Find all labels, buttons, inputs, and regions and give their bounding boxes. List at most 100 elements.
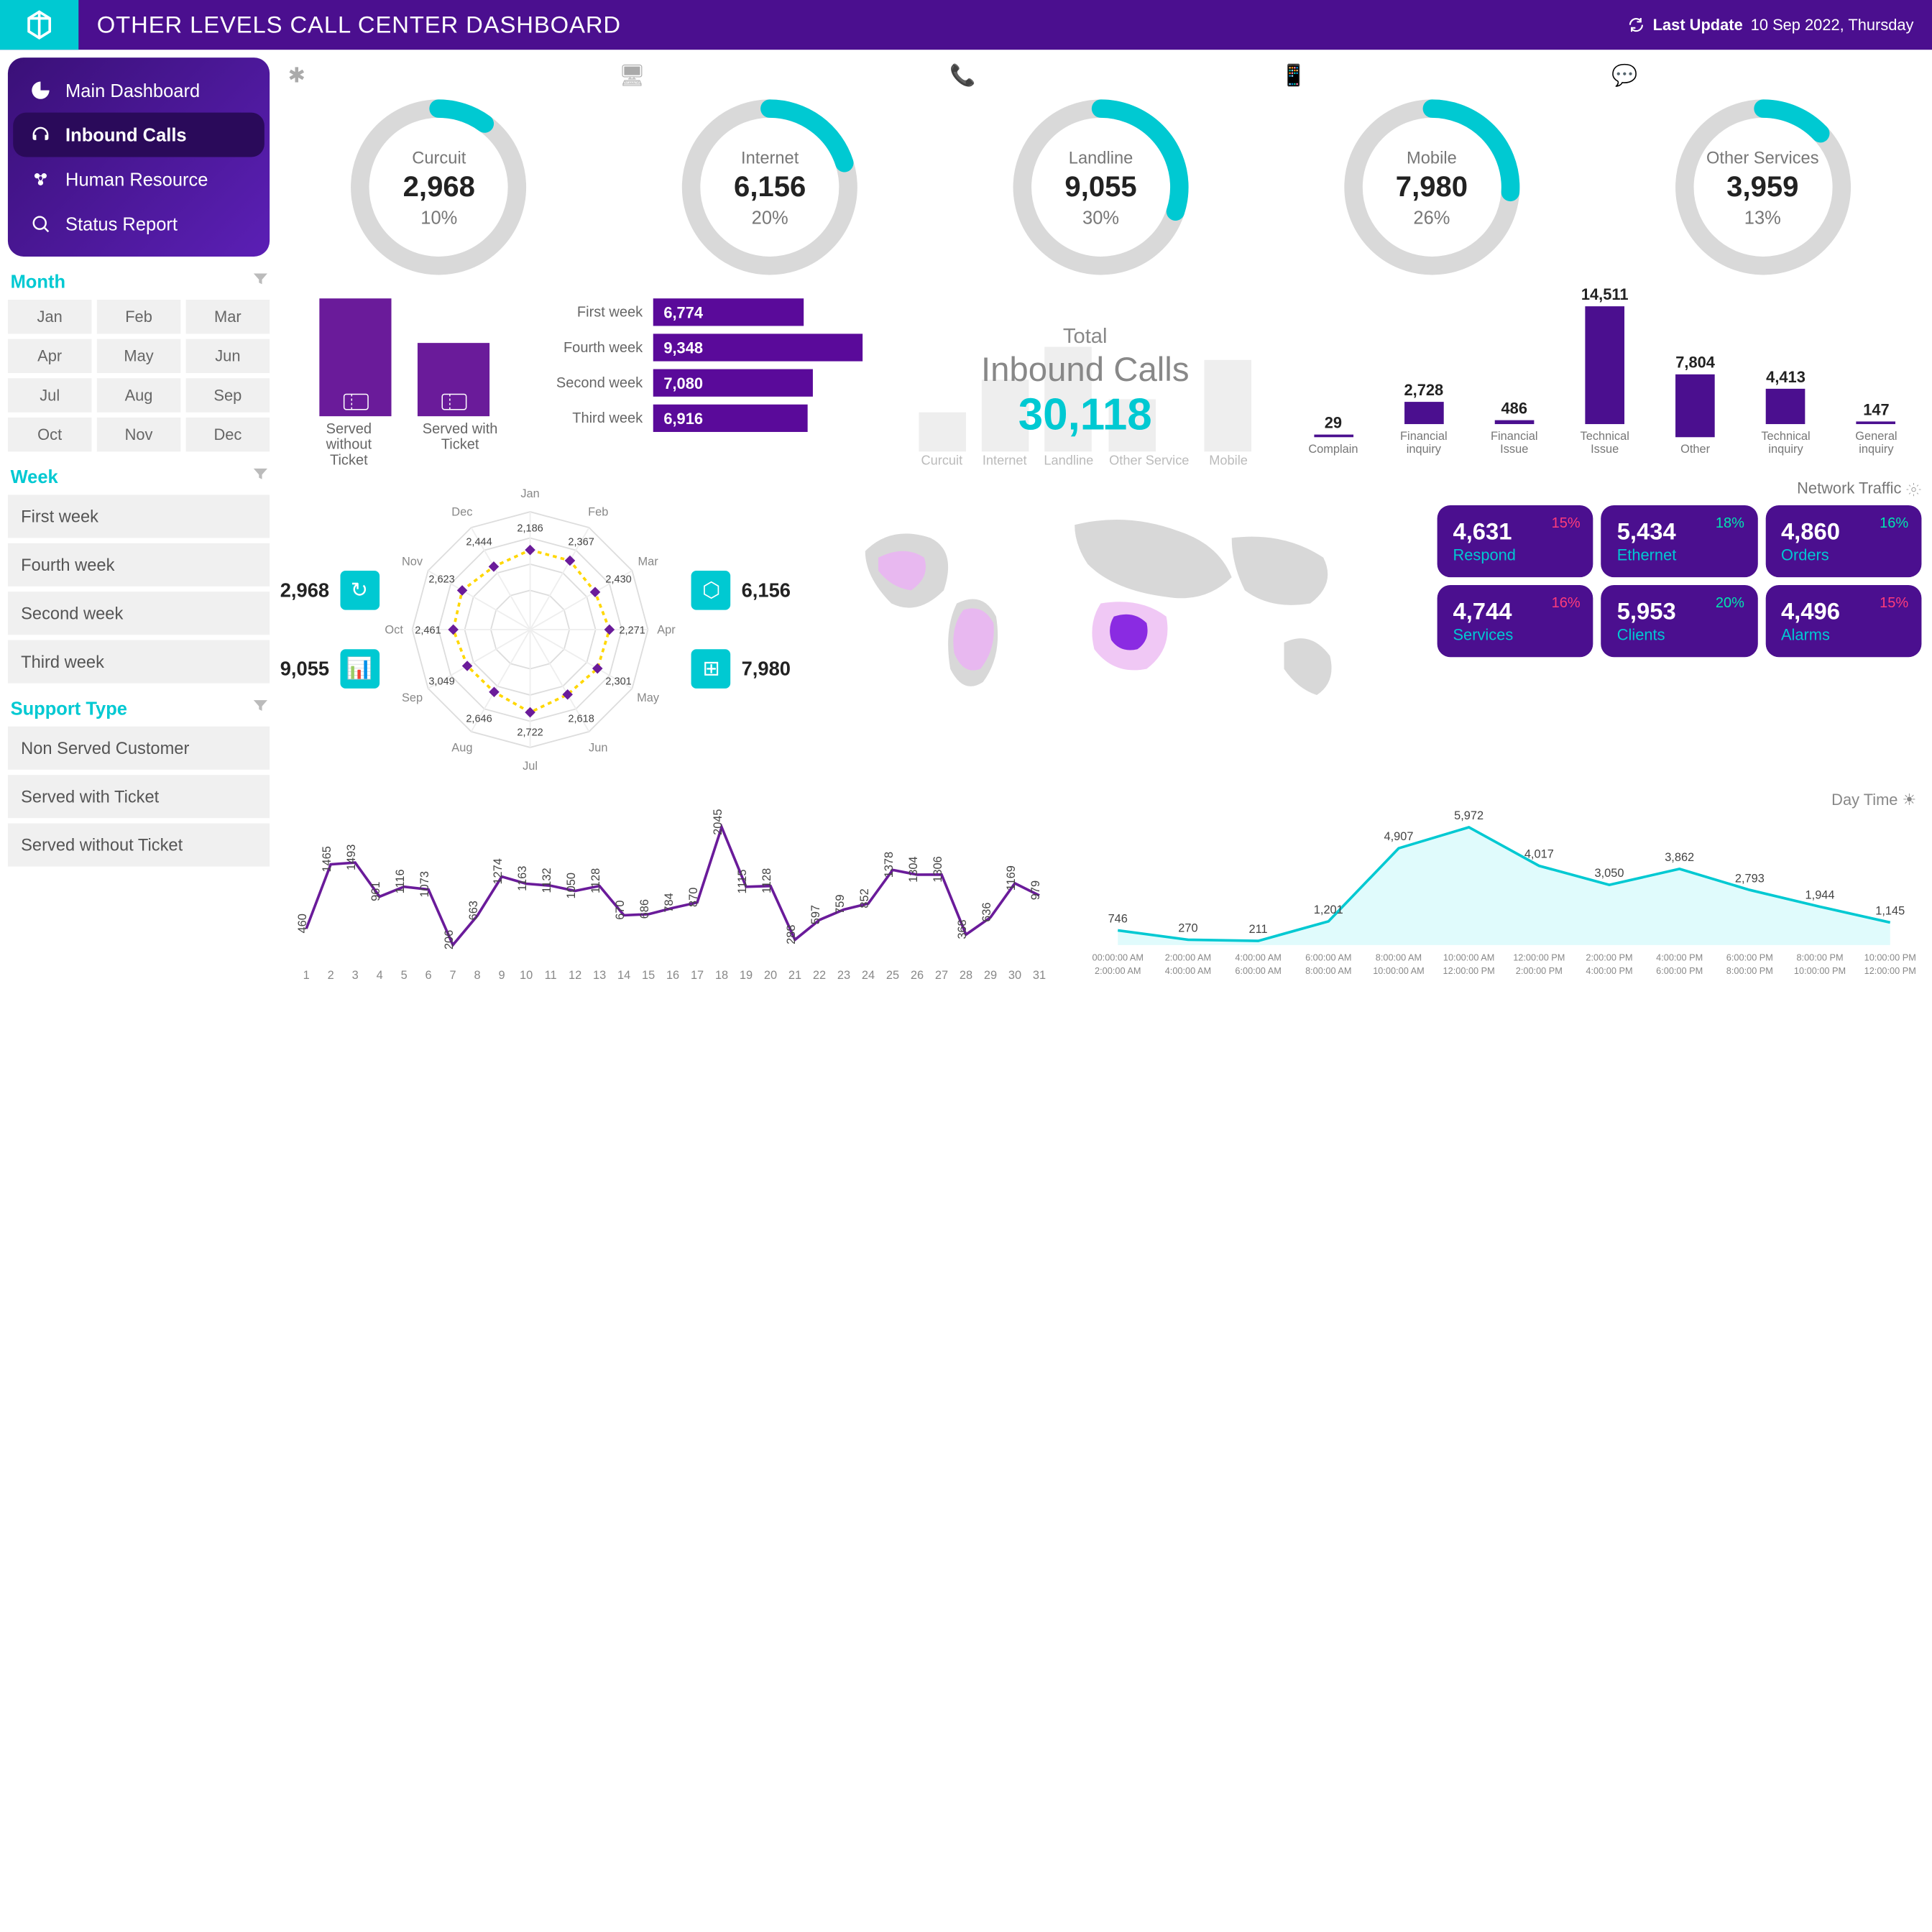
month-nov[interactable]: Nov bbox=[97, 418, 181, 451]
month-jun[interactable]: Jun bbox=[186, 339, 270, 373]
month-apr[interactable]: Apr bbox=[8, 339, 92, 373]
refresh-icon bbox=[1627, 16, 1644, 34]
svg-text:746: 746 bbox=[1108, 912, 1128, 925]
nav-main-dashboard[interactable]: Main Dashboard bbox=[13, 68, 264, 113]
stat-icon: 📊 bbox=[340, 649, 380, 689]
svg-text:1169: 1169 bbox=[1005, 865, 1018, 891]
month-aug[interactable]: Aug bbox=[97, 378, 181, 412]
svg-text:15: 15 bbox=[642, 969, 655, 982]
svg-text:21: 21 bbox=[788, 969, 801, 982]
svg-text:30: 30 bbox=[1008, 969, 1021, 982]
nav-inbound-calls[interactable]: Inbound Calls bbox=[13, 113, 264, 157]
row-3: 2,968↻9,055📊 JanFebMarAprMayJunJulAugSep… bbox=[280, 479, 1922, 781]
svg-text:Mar: Mar bbox=[638, 556, 658, 569]
svg-text:270: 270 bbox=[1178, 922, 1197, 935]
svg-text:17: 17 bbox=[691, 969, 704, 982]
svg-text:Dec: Dec bbox=[451, 505, 472, 518]
week-bar-row: Third week 6,916 bbox=[542, 405, 882, 432]
cat-col: 147 General inquiry bbox=[1841, 400, 1911, 455]
week-btn[interactable]: Second week bbox=[8, 592, 270, 635]
svg-text:Oct: Oct bbox=[385, 623, 403, 636]
week-bar-row: Fourth week 9,348 bbox=[542, 334, 882, 361]
filter-icon[interactable] bbox=[252, 270, 270, 292]
week-btn[interactable]: First week bbox=[8, 494, 270, 538]
svg-text:8:00:00 PM: 8:00:00 PM bbox=[1796, 952, 1843, 963]
svg-text:5: 5 bbox=[401, 969, 408, 982]
svg-text:2,367: 2,367 bbox=[568, 536, 594, 548]
svg-text:2,793: 2,793 bbox=[1735, 872, 1765, 885]
svg-text:2,623: 2,623 bbox=[428, 574, 454, 585]
svg-text:20: 20 bbox=[764, 969, 777, 982]
filter-icon[interactable] bbox=[252, 465, 270, 487]
month-jul[interactable]: Jul bbox=[8, 378, 92, 412]
svg-text:784: 784 bbox=[663, 893, 676, 912]
svg-text:2,618: 2,618 bbox=[568, 713, 594, 724]
svg-text:8:00:00 AM: 8:00:00 AM bbox=[1305, 965, 1351, 976]
svg-text:Jun: Jun bbox=[588, 741, 607, 754]
svg-text:10:00:00 AM: 10:00:00 AM bbox=[1443, 952, 1495, 963]
support-btn[interactable]: Non Served Customer bbox=[8, 727, 270, 770]
week-btn[interactable]: Third week bbox=[8, 640, 270, 684]
donut-category-icon: 📞 bbox=[949, 63, 975, 88]
radar-stat: 9,055📊 bbox=[280, 649, 380, 689]
daytime-title: Day Time ☀ bbox=[1831, 791, 1916, 809]
svg-text:2,461: 2,461 bbox=[414, 625, 440, 636]
month-sep[interactable]: Sep bbox=[186, 378, 270, 412]
ticket-icon bbox=[342, 392, 368, 410]
week-btn[interactable]: Fourth week bbox=[8, 543, 270, 586]
cat-col: 2,728 Financial inquiry bbox=[1389, 381, 1459, 456]
svg-text:9: 9 bbox=[499, 969, 505, 982]
traffic-card-orders: 16% 4,860 Orders bbox=[1765, 505, 1921, 577]
week-bars-chart: First week 6,774 Fourth week 9,348 Secon… bbox=[542, 298, 882, 469]
svg-text:2,722: 2,722 bbox=[517, 727, 543, 738]
svg-text:2,430: 2,430 bbox=[605, 574, 631, 585]
svg-text:1132: 1132 bbox=[540, 868, 553, 893]
month-jan[interactable]: Jan bbox=[8, 300, 92, 334]
inbound-calls-icon bbox=[29, 123, 52, 147]
cat-col: 4,413 Technical inquiry bbox=[1750, 367, 1821, 456]
sidebar: Main Dashboard Inbound Calls Human Resou… bbox=[8, 58, 270, 880]
ticket-chart: Served without TicketServed with Ticket bbox=[280, 298, 529, 469]
svg-text:7: 7 bbox=[450, 969, 456, 982]
svg-text:3,050: 3,050 bbox=[1595, 867, 1624, 880]
support-btn[interactable]: Served with Ticket bbox=[8, 775, 270, 818]
donut-category-icon: 🖥 bbox=[619, 63, 645, 88]
month-feb[interactable]: Feb bbox=[97, 300, 181, 334]
page-title: OTHER LEVELS CALL CENTER DASHBOARD bbox=[97, 11, 621, 38]
svg-text:1128: 1128 bbox=[760, 868, 773, 893]
svg-text:12:00:00 PM: 12:00:00 PM bbox=[1513, 952, 1565, 963]
stat-icon: ↻ bbox=[340, 571, 380, 610]
svg-text:24: 24 bbox=[862, 969, 875, 982]
radar-stat: ⊞7,980 bbox=[691, 649, 791, 689]
month-mar[interactable]: Mar bbox=[186, 300, 270, 334]
nav-status-report[interactable]: Status Report bbox=[13, 201, 264, 246]
support-btn[interactable]: Served without Ticket bbox=[8, 823, 270, 866]
svg-text:4,017: 4,017 bbox=[1524, 848, 1554, 861]
svg-text:4:00:00 AM: 4:00:00 AM bbox=[1235, 952, 1281, 963]
cat-col: 14,511 Technical Issue bbox=[1570, 285, 1640, 456]
month-oct[interactable]: Oct bbox=[8, 418, 92, 451]
svg-text:686: 686 bbox=[638, 899, 651, 919]
svg-text:1115: 1115 bbox=[736, 869, 749, 893]
ticket-bar bbox=[319, 298, 391, 416]
svg-text:4:00:00 AM: 4:00:00 AM bbox=[1165, 965, 1211, 976]
logo-icon bbox=[0, 0, 78, 50]
filter-icon[interactable] bbox=[252, 696, 270, 719]
svg-text:4,907: 4,907 bbox=[1384, 830, 1413, 843]
cat-col: 486 Financial Issue bbox=[1479, 399, 1550, 455]
svg-text:3: 3 bbox=[352, 969, 359, 982]
stat-icon: ⬡ bbox=[691, 571, 731, 610]
svg-text:22: 22 bbox=[813, 969, 826, 982]
month-may[interactable]: May bbox=[97, 339, 181, 373]
main: ✱ Curcuit 2,968 10% 🖥 Internet 6,156 20% bbox=[280, 63, 1922, 987]
week-bar-row: First week 6,774 bbox=[542, 298, 882, 326]
stat-icon: ⊞ bbox=[691, 649, 731, 689]
nav-human-resource[interactable]: Human Resource bbox=[13, 157, 264, 202]
svg-text:31: 31 bbox=[1033, 969, 1046, 982]
svg-text:2:00:00 AM: 2:00:00 AM bbox=[1165, 952, 1211, 963]
month-dec[interactable]: Dec bbox=[186, 418, 270, 451]
donut-curcuit: ✱ Curcuit 2,968 10% bbox=[280, 63, 598, 285]
cat-col: 29 Complain bbox=[1298, 413, 1368, 455]
svg-text:670: 670 bbox=[614, 900, 627, 919]
svg-text:Apr: Apr bbox=[656, 623, 675, 636]
